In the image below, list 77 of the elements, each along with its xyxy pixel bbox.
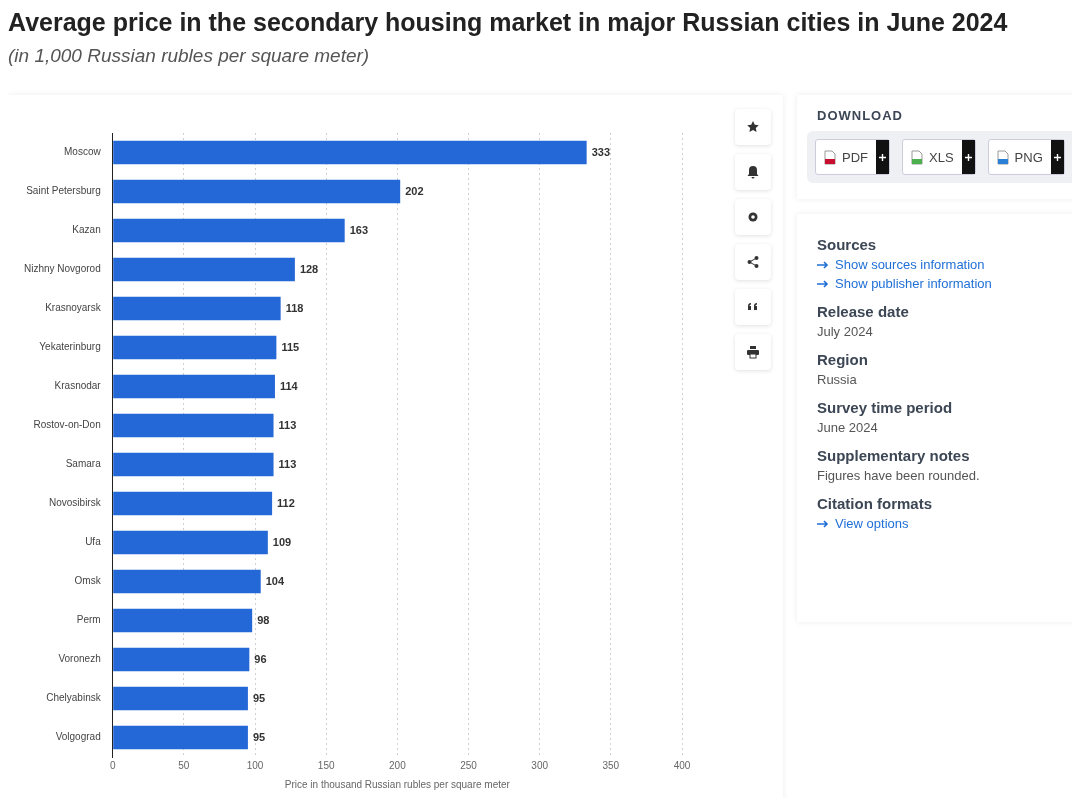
chart-title: Average price in the secondary housing market in major Russian cities in June 2024 [8,8,1009,37]
bar [113,218,345,243]
text: Region [817,351,869,368]
x-tick-label: 150 [317,759,335,771]
text: Release date [817,303,910,320]
y-tick-label: Volgograd [55,731,101,743]
data-label: 96 [254,652,267,665]
text: July 2024 [817,324,874,339]
chart-subtitle: (in 1,000 Russian rubles per square meter) [8,45,371,67]
data-label: 202 [405,184,424,197]
data-label: 113 [278,457,297,470]
y-tick-label: Moscow [64,146,102,158]
bar [113,530,268,555]
bar [113,569,261,594]
data-label: 113 [278,418,297,431]
y-tick-label: Samara [65,458,102,470]
x-tick-label: 50 [178,759,190,771]
text: Figures have been rounded. [817,468,981,483]
y-tick-label: Krasnodar [54,380,102,392]
text: Show publisher information [835,276,992,291]
data-label: 95 [252,730,266,743]
bar [113,686,248,711]
y-tick-label: Chelyabinsk [46,692,102,704]
bar [113,608,253,633]
data-label: 115 [281,340,300,353]
x-tick-label: 0 [109,759,116,771]
x-tick-label: 400 [673,759,691,771]
text: June 2024 [817,420,879,435]
y-tick-label: Voronezh [58,653,101,665]
text: PDF [842,149,868,165]
y-tick-label: Omsk [74,575,102,587]
bar [113,374,275,399]
x-tick-label: 250 [460,759,478,771]
y-tick-label: Yekaterinburg [39,341,101,353]
y-tick-label: Perm [76,614,101,626]
bar [113,725,248,750]
data-label: 128 [299,262,319,275]
data-label: 333 [591,145,610,158]
x-tick-label: 200 [389,759,407,771]
data-label: 114 [279,379,299,392]
text: Show sources information [835,257,985,272]
x-tick-label: 300 [531,759,549,771]
text: Sources [817,236,878,253]
bar [113,257,295,282]
bar [113,296,281,321]
text: XLS [929,149,954,165]
text: Citation formats [817,495,933,512]
bar [113,491,273,516]
y-tick-label: Krasnoyarsk [45,302,102,314]
x-tick-label: 100 [246,759,264,771]
bar [113,179,401,204]
text: Russia [817,372,858,387]
data-label: 104 [265,574,285,587]
text: Survey time period [817,399,954,416]
bar [113,140,587,165]
bar [113,335,277,360]
text: View options [835,516,909,531]
bar [113,413,274,438]
y-tick-label: Saint Petersburg [26,185,101,197]
text: Supplementary notes [817,447,971,464]
y-tick-label: Ufa [85,536,102,548]
bar [113,647,250,672]
bar [113,452,274,477]
text: DOWNLOAD [817,108,904,123]
data-label: 98 [257,613,270,626]
y-tick-label: Nizhny Novgorod [23,263,101,275]
y-tick-label: Rostov-on-Don [33,419,101,431]
data-label: 112 [277,496,295,509]
data-label: 163 [349,223,369,236]
x-tick-label: 350 [602,759,620,771]
data-label: 118 [285,301,304,314]
y-tick-label: Kazan [72,224,101,236]
data-label: 109 [272,535,292,548]
y-tick-label: Novosibirsk [49,497,102,509]
data-label: 95 [252,691,266,704]
text: PNG [1014,149,1043,165]
x-axis-title: Price in thousand Russian rubles per square meter [284,778,511,790]
